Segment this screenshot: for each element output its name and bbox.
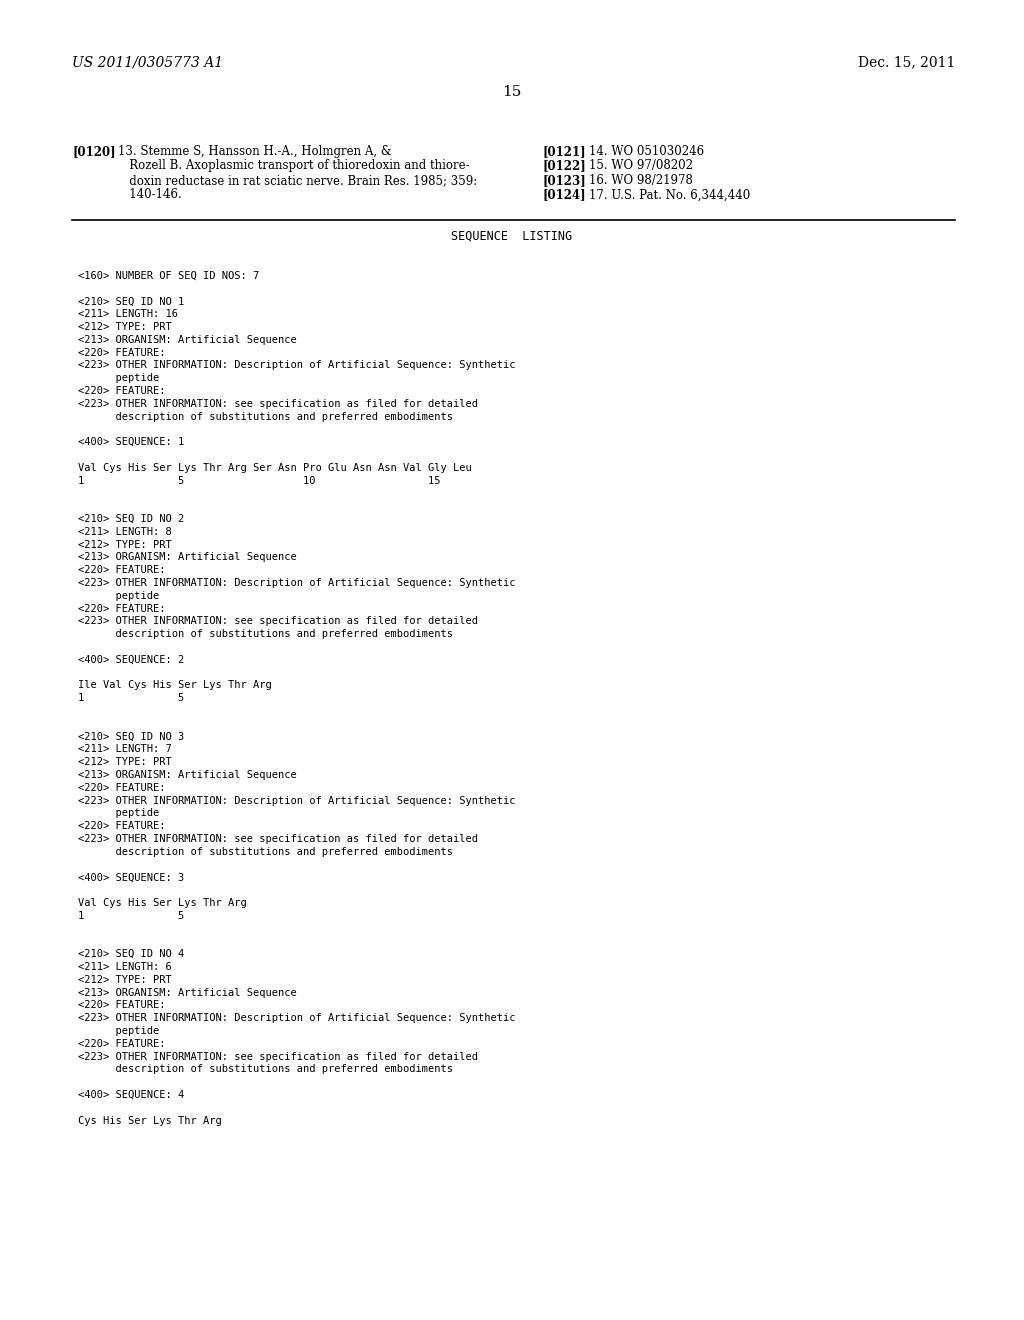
Text: description of substitutions and preferred embodiments: description of substitutions and preferr… xyxy=(78,847,453,857)
Text: peptide: peptide xyxy=(78,591,160,601)
Text: <400> SEQUENCE: 2: <400> SEQUENCE: 2 xyxy=(78,655,184,665)
Text: 1               5: 1 5 xyxy=(78,693,184,704)
Text: peptide: peptide xyxy=(78,374,160,383)
Text: <160> NUMBER OF SEQ ID NOS: 7: <160> NUMBER OF SEQ ID NOS: 7 xyxy=(78,271,259,281)
Text: <220> FEATURE:: <220> FEATURE: xyxy=(78,1001,166,1010)
Text: <223> OTHER INFORMATION: Description of Artificial Sequence: Synthetic: <223> OTHER INFORMATION: Description of … xyxy=(78,578,515,587)
Text: <213> ORGANISM: Artificial Sequence: <213> ORGANISM: Artificial Sequence xyxy=(78,770,297,780)
Text: [0124]: [0124] xyxy=(543,189,587,202)
Text: <220> FEATURE:: <220> FEATURE: xyxy=(78,385,166,396)
Text: peptide: peptide xyxy=(78,1026,160,1036)
Text: <210> SEQ ID NO 1: <210> SEQ ID NO 1 xyxy=(78,297,184,306)
Text: Val Cys His Ser Lys Thr Arg Ser Asn Pro Glu Asn Asn Val Gly Leu: Val Cys His Ser Lys Thr Arg Ser Asn Pro … xyxy=(78,463,472,473)
Text: <211> LENGTH: 8: <211> LENGTH: 8 xyxy=(78,527,172,537)
Text: Val Cys His Ser Lys Thr Arg: Val Cys His Ser Lys Thr Arg xyxy=(78,898,247,908)
Text: 13. Stemme S, Hansson H.-A., Holmgren A, &: 13. Stemme S, Hansson H.-A., Holmgren A,… xyxy=(118,145,391,158)
Text: Cys His Ser Lys Thr Arg: Cys His Ser Lys Thr Arg xyxy=(78,1115,222,1126)
Text: Dec. 15, 2011: Dec. 15, 2011 xyxy=(858,55,955,69)
Text: <211> LENGTH: 7: <211> LENGTH: 7 xyxy=(78,744,172,755)
Text: description of substitutions and preferred embodiments: description of substitutions and preferr… xyxy=(78,412,453,421)
Text: 15: 15 xyxy=(503,84,521,99)
Text: <211> LENGTH: 6: <211> LENGTH: 6 xyxy=(78,962,172,972)
Text: description of substitutions and preferred embodiments: description of substitutions and preferr… xyxy=(78,630,453,639)
Text: doxin reductase in rat sciatic nerve. Brain Res. 1985; 359:: doxin reductase in rat sciatic nerve. Br… xyxy=(118,174,477,187)
Text: <220> FEATURE:: <220> FEATURE: xyxy=(78,1039,166,1049)
Text: 1               5: 1 5 xyxy=(78,911,184,921)
Text: <213> ORGANISM: Artificial Sequence: <213> ORGANISM: Artificial Sequence xyxy=(78,987,297,998)
Text: US 2011/0305773 A1: US 2011/0305773 A1 xyxy=(72,55,223,69)
Text: <400> SEQUENCE: 1: <400> SEQUENCE: 1 xyxy=(78,437,184,447)
Text: <220> FEATURE:: <220> FEATURE: xyxy=(78,347,166,358)
Text: [0122]: [0122] xyxy=(543,160,587,173)
Text: <212> TYPE: PRT: <212> TYPE: PRT xyxy=(78,974,172,985)
Text: <220> FEATURE:: <220> FEATURE: xyxy=(78,565,166,576)
Text: <400> SEQUENCE: 4: <400> SEQUENCE: 4 xyxy=(78,1090,184,1100)
Text: <220> FEATURE:: <220> FEATURE: xyxy=(78,603,166,614)
Text: 15. WO 97/08202: 15. WO 97/08202 xyxy=(589,160,693,173)
Text: [0120]: [0120] xyxy=(72,145,116,158)
Text: [0121]: [0121] xyxy=(543,145,587,158)
Text: 1               5                   10                  15: 1 5 10 15 xyxy=(78,475,440,486)
Text: peptide: peptide xyxy=(78,808,160,818)
Text: 16. WO 98/21978: 16. WO 98/21978 xyxy=(589,174,693,187)
Text: <223> OTHER INFORMATION: Description of Artificial Sequence: Synthetic: <223> OTHER INFORMATION: Description of … xyxy=(78,796,515,805)
Text: [0123]: [0123] xyxy=(543,174,587,187)
Text: SEQUENCE  LISTING: SEQUENCE LISTING xyxy=(452,230,572,243)
Text: <213> ORGANISM: Artificial Sequence: <213> ORGANISM: Artificial Sequence xyxy=(78,335,297,345)
Text: <220> FEATURE:: <220> FEATURE: xyxy=(78,821,166,832)
Text: <223> OTHER INFORMATION: Description of Artificial Sequence: Synthetic: <223> OTHER INFORMATION: Description of … xyxy=(78,1014,515,1023)
Text: <212> TYPE: PRT: <212> TYPE: PRT xyxy=(78,758,172,767)
Text: <211> LENGTH: 16: <211> LENGTH: 16 xyxy=(78,309,178,319)
Text: <210> SEQ ID NO 2: <210> SEQ ID NO 2 xyxy=(78,513,184,524)
Text: <210> SEQ ID NO 4: <210> SEQ ID NO 4 xyxy=(78,949,184,960)
Text: 140-146.: 140-146. xyxy=(118,189,181,202)
Text: Rozell B. Axoplasmic transport of thioredoxin and thiore-: Rozell B. Axoplasmic transport of thiore… xyxy=(118,160,470,173)
Text: <210> SEQ ID NO 3: <210> SEQ ID NO 3 xyxy=(78,731,184,742)
Text: 17. U.S. Pat. No. 6,344,440: 17. U.S. Pat. No. 6,344,440 xyxy=(589,189,751,202)
Text: <213> ORGANISM: Artificial Sequence: <213> ORGANISM: Artificial Sequence xyxy=(78,552,297,562)
Text: <212> TYPE: PRT: <212> TYPE: PRT xyxy=(78,322,172,333)
Text: <223> OTHER INFORMATION: see specification as filed for detailed: <223> OTHER INFORMATION: see specificati… xyxy=(78,1052,478,1061)
Text: <220> FEATURE:: <220> FEATURE: xyxy=(78,783,166,793)
Text: <223> OTHER INFORMATION: see specification as filed for detailed: <223> OTHER INFORMATION: see specificati… xyxy=(78,834,478,843)
Text: <223> OTHER INFORMATION: Description of Artificial Sequence: Synthetic: <223> OTHER INFORMATION: Description of … xyxy=(78,360,515,371)
Text: description of substitutions and preferred embodiments: description of substitutions and preferr… xyxy=(78,1064,453,1074)
Text: <400> SEQUENCE: 3: <400> SEQUENCE: 3 xyxy=(78,873,184,882)
Text: <212> TYPE: PRT: <212> TYPE: PRT xyxy=(78,540,172,549)
Text: <223> OTHER INFORMATION: see specification as filed for detailed: <223> OTHER INFORMATION: see specificati… xyxy=(78,616,478,627)
Text: <223> OTHER INFORMATION: see specification as filed for detailed: <223> OTHER INFORMATION: see specificati… xyxy=(78,399,478,409)
Text: 14. WO 051030246: 14. WO 051030246 xyxy=(589,145,705,158)
Text: Ile Val Cys His Ser Lys Thr Arg: Ile Val Cys His Ser Lys Thr Arg xyxy=(78,680,271,690)
